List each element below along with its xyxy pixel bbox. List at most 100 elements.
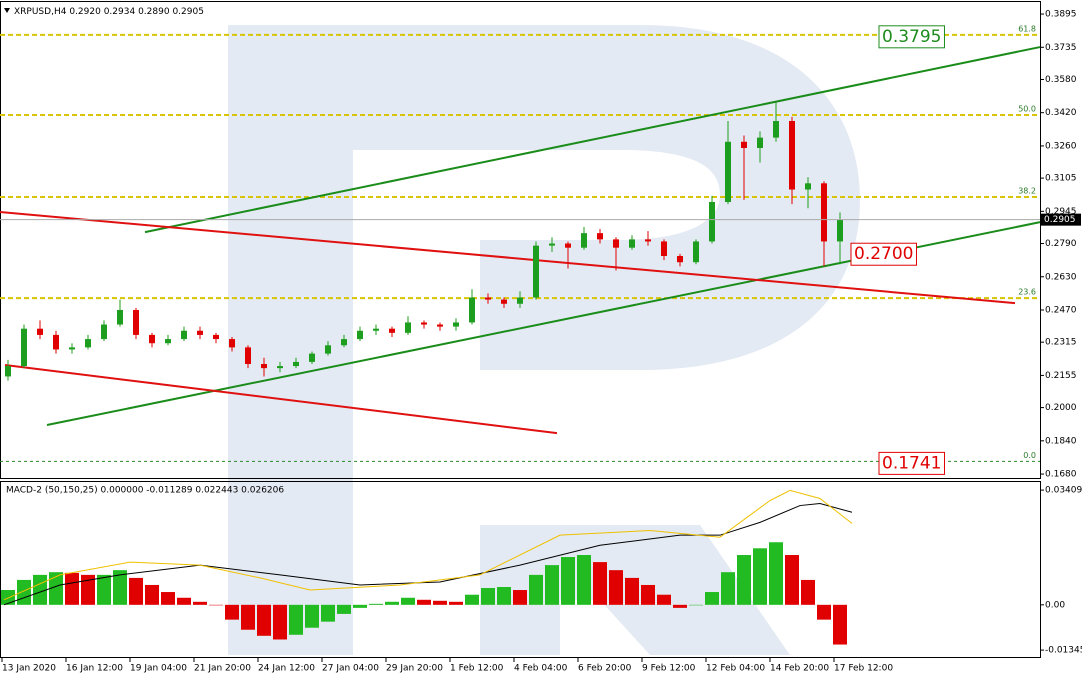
histogram-bar [209, 604, 223, 606]
fib-level-name: 38.2 [1018, 187, 1036, 196]
histogram-bar [465, 594, 479, 605]
candle-body [181, 330, 187, 340]
y-tick-label: 0.3420 [1045, 108, 1077, 118]
candle-body [469, 297, 475, 323]
macd-line [3, 489, 853, 601]
x-tick-label: 27 Jan 04:00 [322, 664, 379, 674]
histogram-bar [705, 592, 719, 605]
candle-body [789, 121, 795, 190]
candle-body [597, 233, 603, 240]
y-tick-label: 0.3735 [1045, 43, 1077, 53]
y-tick-label: 0.2790 [1045, 239, 1077, 249]
candle-body [549, 243, 555, 246]
last-price-label: 0.2905 [1044, 215, 1076, 225]
symbol: XRPUSD,H4 [14, 7, 67, 17]
histogram-bar [65, 572, 79, 605]
candle-body [405, 322, 411, 333]
histogram-bar [625, 577, 639, 605]
histogram-bar [689, 604, 703, 606]
candle-body [437, 324, 443, 327]
histogram-bar [593, 562, 607, 605]
histogram-bar [545, 565, 559, 605]
fib-price-box [878, 25, 945, 49]
histogram-bar [49, 572, 63, 605]
candle-body [277, 366, 283, 369]
histogram-bar [529, 574, 543, 605]
candle-body [85, 339, 91, 348]
candle-body [229, 339, 235, 348]
candle-body [565, 243, 571, 248]
candle-body [757, 137, 763, 148]
histogram-bar [1, 590, 15, 605]
fib-level-name: 61.8 [1018, 24, 1036, 33]
histogram-bar [113, 570, 127, 605]
x-tick-label: 6 Feb 20:00 [578, 664, 632, 674]
histogram-bar [417, 599, 431, 605]
fib-level-name: 0.0 [1023, 451, 1036, 460]
histogram-bar [609, 570, 623, 605]
candle-body [37, 328, 43, 335]
y-tick-label: 0.2000 [1045, 403, 1077, 413]
histogram-bar [17, 579, 31, 605]
y-tick-label: 0.2470 [1045, 305, 1077, 315]
candle-body [661, 241, 667, 256]
histogram-bar [385, 601, 399, 605]
y-tick-label: 0.00 [1045, 600, 1065, 610]
header-icon [4, 8, 10, 13]
histogram-bar [225, 604, 239, 620]
candle-body [741, 141, 747, 148]
y-tick-label: 0.2945 [1045, 207, 1077, 217]
last-price-box [1041, 213, 1081, 226]
histogram-bar [353, 604, 367, 608]
annotation-box [850, 242, 917, 266]
ohlc-low: 0.2890 [138, 7, 170, 17]
candle-body [805, 183, 811, 190]
candle-body [613, 239, 619, 248]
ohlc-high: 0.2934 [104, 7, 136, 17]
candle-body [165, 339, 171, 344]
fib-level-name: 23.6 [1018, 288, 1036, 297]
candle-body [357, 330, 363, 340]
histogram-bar [161, 592, 175, 605]
candle-body [341, 339, 347, 346]
macd-line [3, 503, 853, 606]
histogram-bar [817, 604, 831, 620]
candle-body [517, 297, 523, 304]
histogram-bar [657, 594, 671, 605]
histogram-bar [97, 574, 111, 605]
y-tick-label: 0.3895 [1045, 10, 1077, 20]
histogram-bar [129, 577, 143, 605]
candle-body [533, 245, 539, 298]
histogram-bar [337, 604, 351, 614]
histogram-bar [513, 590, 527, 605]
candle-body [101, 324, 107, 340]
histogram-bar [305, 604, 319, 628]
histogram-bar [721, 572, 735, 605]
fib-price-box-label: 0.1741 [882, 453, 941, 473]
candle-body [373, 328, 379, 331]
candle-body [677, 255, 683, 263]
y-tick-label: 0.1840 [1045, 436, 1077, 446]
histogram-bar [673, 604, 687, 608]
y-tick-label: -0.01345 [1045, 646, 1082, 656]
x-tick-label: 29 Jan 20:00 [386, 664, 443, 674]
histogram-bar [273, 604, 287, 640]
candle-body [645, 239, 651, 242]
candle-body [389, 328, 395, 333]
histogram-bar [177, 597, 191, 605]
histogram-bar [737, 555, 751, 605]
candle-body [149, 334, 155, 344]
candle-body [69, 347, 75, 350]
x-tick-label: 14 Feb 20:00 [770, 664, 829, 674]
histogram-bar [769, 542, 783, 605]
price-panel [0, 1, 1041, 479]
candle-body [133, 309, 139, 335]
histogram-bar [561, 557, 575, 605]
x-tick-label: 1 Feb 12:00 [450, 664, 504, 674]
y-tick-label: 0.2315 [1045, 338, 1077, 348]
candle-body [5, 366, 11, 377]
histogram-bar [449, 601, 463, 605]
candle-body [725, 141, 731, 202]
candle-body [245, 347, 251, 364]
y-tick-label: 0.3260 [1045, 141, 1077, 151]
